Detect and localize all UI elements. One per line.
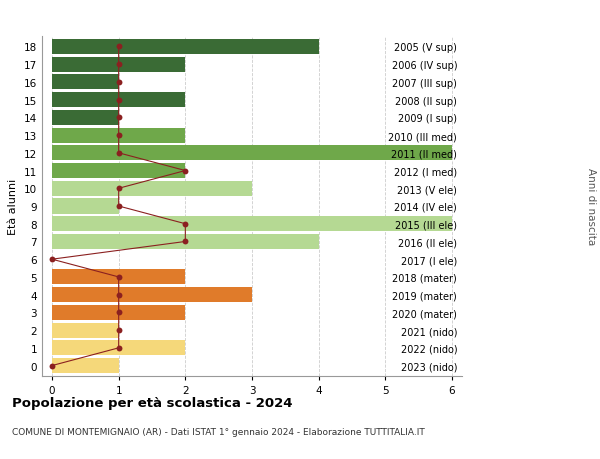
Bar [52, 270, 185, 285]
Bar [52, 111, 119, 126]
Y-axis label: Età alunni: Età alunni [8, 179, 19, 235]
Bar [52, 181, 252, 196]
Bar [52, 93, 185, 108]
Bar [52, 128, 185, 143]
Bar [52, 358, 119, 373]
Point [114, 44, 124, 51]
Bar [52, 323, 119, 338]
Point [47, 362, 57, 369]
Point [114, 203, 124, 210]
Point [114, 274, 124, 281]
Bar [52, 146, 452, 161]
Point [181, 238, 190, 246]
Text: COMUNE DI MONTEMIGNAIO (AR) - Dati ISTAT 1° gennaio 2024 - Elaborazione TUTTITAL: COMUNE DI MONTEMIGNAIO (AR) - Dati ISTAT… [12, 427, 425, 436]
Bar [52, 287, 252, 302]
Text: Popolazione per età scolastica - 2024: Popolazione per età scolastica - 2024 [12, 396, 293, 409]
Text: Anni di nascita: Anni di nascita [586, 168, 596, 245]
Point [47, 256, 57, 263]
Point [181, 168, 190, 175]
Bar [52, 164, 185, 179]
Bar [52, 199, 119, 214]
Point [114, 132, 124, 140]
Bar [52, 235, 319, 249]
Point [114, 309, 124, 316]
Bar [52, 40, 319, 55]
Point [114, 344, 124, 352]
Point [114, 150, 124, 157]
Point [114, 327, 124, 334]
Bar [52, 75, 119, 90]
Bar [52, 305, 185, 320]
Point [114, 291, 124, 299]
Bar [52, 217, 452, 232]
Point [114, 79, 124, 86]
Bar [52, 341, 185, 356]
Point [114, 62, 124, 69]
Point [181, 221, 190, 228]
Point [114, 114, 124, 122]
Bar [52, 57, 185, 73]
Point [114, 97, 124, 104]
Point [114, 185, 124, 192]
